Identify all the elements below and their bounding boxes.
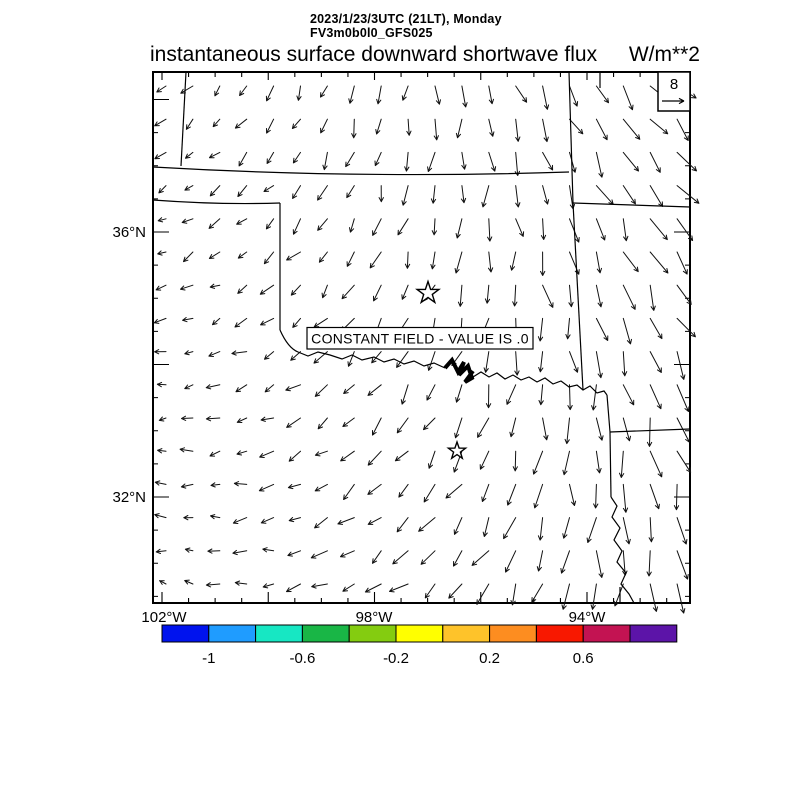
sabine-river xyxy=(610,496,635,604)
wind-arrows xyxy=(153,85,700,614)
border-ok-ar xyxy=(572,202,584,391)
red-river-east xyxy=(472,371,608,396)
border-co-ks xyxy=(180,71,187,167)
header-datetime: 2023/1/23/3UTC (21LT), Monday xyxy=(310,12,502,26)
colorbar-cell xyxy=(535,624,584,643)
state-boundaries xyxy=(152,71,691,604)
reference-vector-box: 8 xyxy=(657,71,691,112)
colorbar-cell xyxy=(395,624,444,643)
border-tx-la xyxy=(609,431,612,498)
lon-label-102w: 102°W xyxy=(141,609,187,626)
colorbar-cell xyxy=(255,624,303,643)
colorbar-label: 0.6 xyxy=(573,650,594,667)
star-marker xyxy=(446,439,468,461)
colorbar-cell xyxy=(161,624,210,643)
colorbar-label: -1 xyxy=(202,650,215,667)
lon-label-94w: 94°W xyxy=(569,609,607,626)
red-river-west xyxy=(279,329,446,369)
star-markers xyxy=(415,279,468,461)
border-tx-ar xyxy=(606,394,611,433)
colorbar-label: -0.6 xyxy=(289,650,315,667)
colorbar-cell xyxy=(582,624,631,643)
constant-field-box: CONSTANT FIELD - VALUE IS .0 xyxy=(306,326,534,350)
plot-units: W/m**2 xyxy=(628,43,700,66)
colorbar-cell xyxy=(489,624,537,643)
reference-vector-frame xyxy=(657,71,691,112)
colorbar-cell xyxy=(301,624,350,643)
colorbar: -1 -0.6 -0.2 0.2 0.6 xyxy=(161,624,678,667)
border-37n xyxy=(152,166,570,176)
colorbar-cell xyxy=(348,624,397,643)
colorbar-label: -0.2 xyxy=(383,650,409,667)
border-tx-panhandle-north xyxy=(152,199,281,205)
colorbar-cell xyxy=(208,624,257,643)
lon-label-98w: 98°W xyxy=(356,609,394,626)
colorbar-cell xyxy=(629,624,678,643)
lat-label-32n: 32°N xyxy=(112,489,146,506)
plot-title: instantaneous surface downward shortwave… xyxy=(150,43,598,66)
reference-arrow-icon xyxy=(662,97,685,105)
lat-label-36n: 36°N xyxy=(112,224,146,241)
border-ks-mo xyxy=(568,71,574,204)
colorbar-cell xyxy=(442,624,491,643)
constant-field-frame xyxy=(306,326,534,350)
reference-vector-value: 8 xyxy=(670,76,678,93)
wind-vector-field xyxy=(153,85,700,614)
header-model-run: FV3m0b0l0_GFS025 xyxy=(310,26,433,40)
colorbar-label: 0.2 xyxy=(479,650,500,667)
constant-field-text: CONSTANT FIELD - VALUE IS .0 xyxy=(311,331,529,347)
lake-texoma xyxy=(443,356,475,384)
border-33n xyxy=(609,428,691,433)
star-marker xyxy=(415,279,441,305)
border-mo-ar xyxy=(572,202,691,208)
